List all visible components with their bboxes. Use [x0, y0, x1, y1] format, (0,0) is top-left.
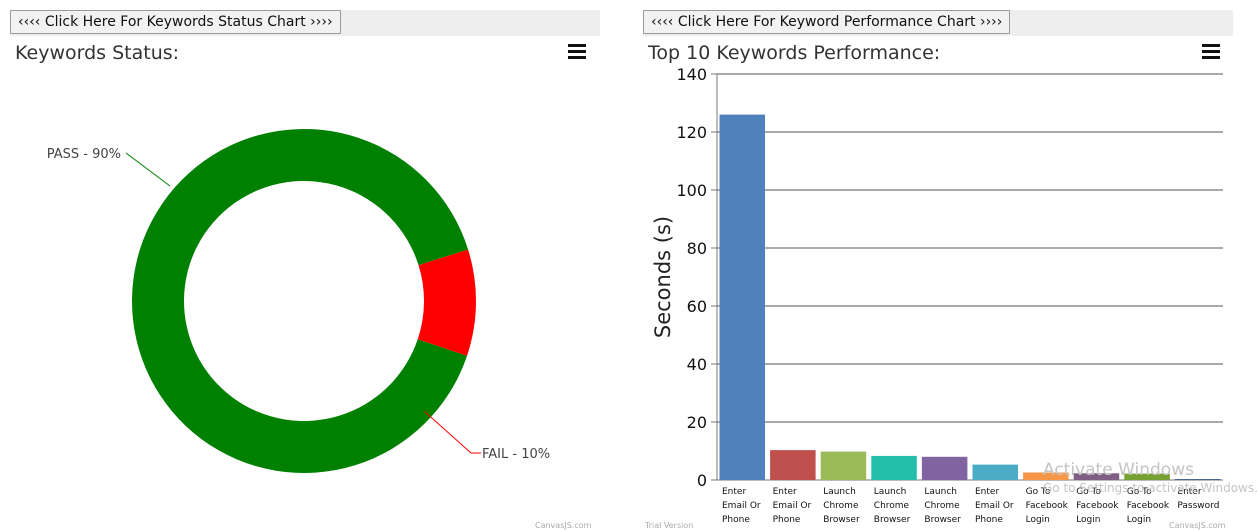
- x-tick-label: Launch Chrome Browser: [874, 487, 911, 525]
- y-tick-label: 80: [687, 239, 707, 258]
- status-donut-chart: PASS - 90% FAIL - 10%: [47, 129, 550, 474]
- y-axis-title: Seconds (s): [651, 216, 675, 338]
- y-tick-label: 40: [687, 355, 707, 374]
- x-tick-label: Go To Facebook Login: [1076, 487, 1119, 525]
- y-tick-label: 120: [676, 123, 707, 142]
- y-tick-label: 20: [687, 413, 707, 432]
- chart-menu-icon[interactable]: [568, 44, 586, 59]
- bar: [1073, 473, 1120, 480]
- bar: [1174, 479, 1221, 480]
- slice-label-fail: FAIL - 10%: [482, 447, 550, 462]
- canvasjs-credit[interactable]: CanvasJS.com: [535, 521, 592, 530]
- x-tick-label: Enter Email Or Phone: [722, 487, 761, 525]
- slice-label-connector: [423, 410, 481, 454]
- x-tick-label: Launch Chrome Browser: [924, 487, 961, 525]
- y-tick-label: 60: [687, 297, 707, 316]
- y-tick-label: 100: [676, 181, 707, 200]
- x-tick-label: Go To Facebook Login: [1127, 487, 1170, 525]
- y-tick-label: 140: [676, 65, 707, 84]
- donut-slice-pass: [132, 129, 469, 474]
- keywords-status-panel: ‹‹‹‹ Click Here For Keywords Status Char…: [10, 0, 600, 530]
- y-tick-label: 0: [697, 471, 707, 490]
- status-toolbar: ‹‹‹‹ Click Here For Keywords Status Char…: [10, 10, 600, 36]
- bar: [719, 114, 765, 480]
- status-chart-title: Keywords Status:: [15, 42, 180, 64]
- x-tick-label: Launch Chrome Browser: [823, 487, 860, 525]
- slice-label-connector: [125, 152, 171, 187]
- slice-label-pass: PASS - 90%: [47, 147, 121, 162]
- bar: [1124, 473, 1170, 480]
- x-tick-label: Enter Password: [1177, 487, 1219, 511]
- keywords-status-chart-button[interactable]: ‹‹‹‹ Click Here For Keywords Status Char…: [10, 10, 341, 34]
- bar: [770, 450, 816, 480]
- x-tick-label: Enter Email Or Phone: [773, 487, 812, 525]
- canvasjs-credit[interactable]: CanvasJS.com: [1169, 521, 1226, 530]
- x-tick-label: Go To Facebook Login: [1026, 487, 1069, 525]
- bar: [972, 464, 1018, 480]
- trial-version-label: Trial Version: [645, 521, 694, 530]
- donut-slice-fail: [417, 249, 476, 356]
- bar: [871, 455, 917, 480]
- x-tick-label: Enter Email Or Phone: [975, 487, 1014, 525]
- performance-toolbar: ‹‹‹‹ Click Here For Keyword Performance …: [643, 10, 1233, 36]
- chart-menu-icon[interactable]: [1202, 44, 1220, 59]
- bar: [1023, 472, 1069, 480]
- keyword-performance-chart-button[interactable]: ‹‹‹‹ Click Here For Keyword Performance …: [643, 10, 1011, 34]
- performance-bar-chart: 0 20 40 60 80 100 120 140 Seconds (s) Enter Email …: [651, 65, 1223, 525]
- bar: [921, 456, 968, 480]
- bar: [820, 451, 867, 480]
- keyword-performance-panel: ‹‹‹‹ Click Here For Keyword Performance …: [643, 0, 1233, 530]
- performance-chart-title: Top 10 Keywords Performance:: [648, 42, 941, 64]
